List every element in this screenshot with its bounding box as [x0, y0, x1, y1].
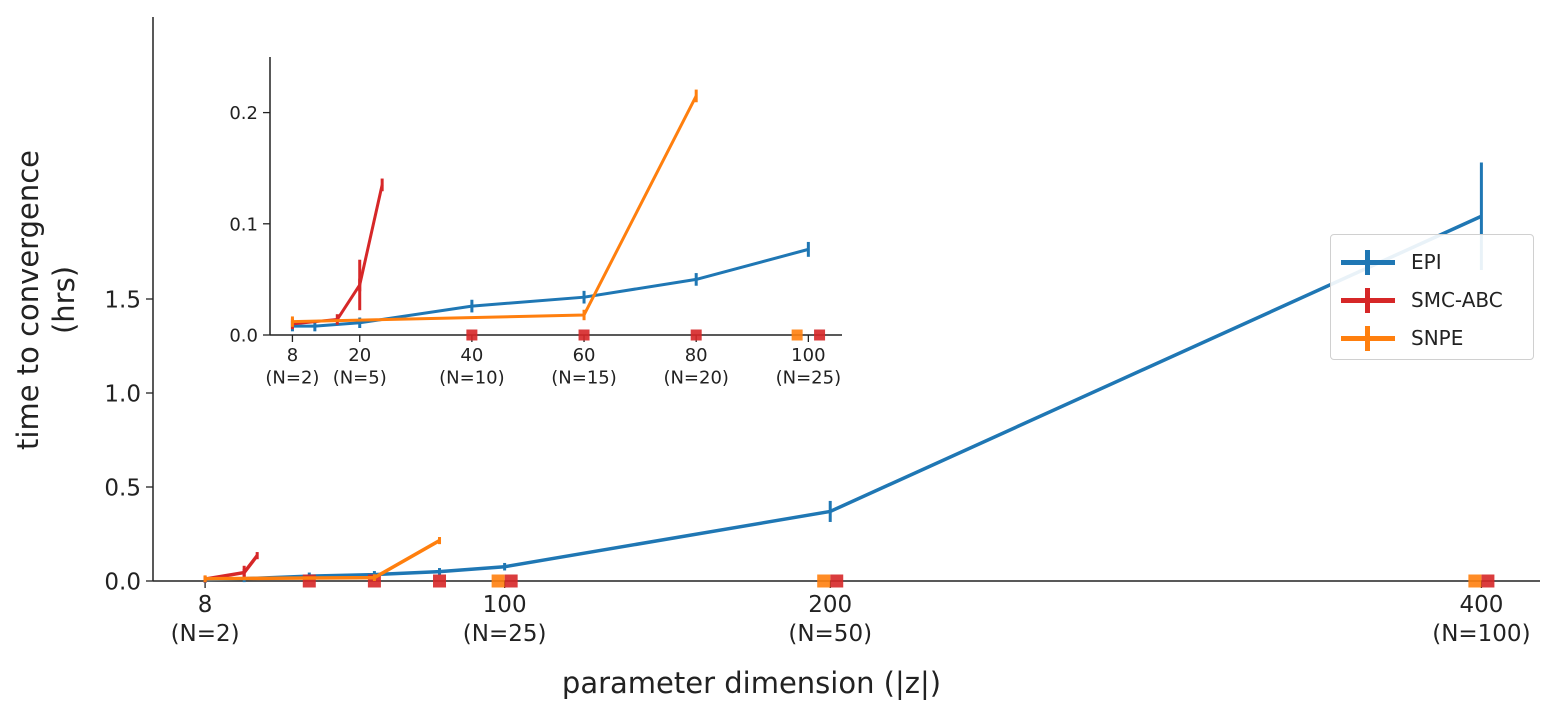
legend-swatch-epi: [1341, 250, 1395, 275]
inset-series-snpe: [290, 89, 803, 341]
main-x-tick-sublabel: (N=100): [1432, 621, 1530, 647]
main-y-tick-label: 0.5: [104, 475, 141, 501]
main-y-axis-label-line: time to convergence: [11, 150, 45, 450]
main-failure-marker-smc-abc: [830, 574, 844, 588]
panel-main: 0.00.51.01.58(N=2)100(N=25)200(N=50)400(…: [11, 17, 1540, 700]
legend-item-smc-abc: SMC-ABC: [1331, 285, 1533, 315]
inset-x-tick-sublabel: (N=10): [439, 367, 505, 388]
main-x-tick-label: 8: [198, 592, 213, 618]
inset-x-tick-sublabel: (N=5): [333, 367, 387, 388]
inset-x-tick-label: 20: [348, 345, 371, 366]
inset-failure-marker-smc-abc: [690, 329, 702, 341]
inset-y-tick-label: 0.0: [229, 325, 258, 346]
inset-y-tick-label: 0.1: [229, 214, 258, 235]
inset-x-tick-label: 100: [791, 345, 825, 366]
inset-failure-marker-smc-abc: [466, 329, 478, 341]
main-y-tick-label: 1.5: [104, 287, 141, 313]
inset-x-tick-sublabel: (N=15): [551, 367, 617, 388]
legend-label-smc-abc: SMC-ABC: [1411, 288, 1503, 312]
inset-failure-marker-snpe: [791, 329, 803, 341]
main-x-axis-label: parameter dimension (|z|): [562, 666, 941, 700]
inset-failure-marker-smc-abc: [578, 329, 590, 341]
main-y-axis-label: time to convergence(hrs): [11, 150, 81, 450]
main-failure-marker-smc-abc: [504, 574, 518, 588]
main-x-tick-label: 200: [808, 592, 852, 618]
inset-x-tick-label: 80: [685, 345, 708, 366]
legend-swatch-smc-abc: [1341, 288, 1395, 313]
legend-label-snpe: SNPE: [1411, 326, 1464, 350]
main-y-axis-label-line: (hrs): [47, 266, 81, 334]
inset-background: [270, 55, 844, 335]
main-y-tick-label: 0.0: [104, 569, 141, 595]
main-failure-marker-snpe: [817, 574, 831, 588]
inset-x-tick-sublabel: (N=2): [265, 367, 319, 388]
inset-y-tick-label: 0.2: [229, 103, 258, 124]
inset-x-tick-sublabel: (N=25): [776, 367, 842, 388]
main-series-smc-abc: [203, 552, 1495, 588]
main-x-tick-sublabel: (N=25): [463, 621, 547, 647]
main-failure-marker-smc-abc: [433, 574, 447, 588]
inset-x-tick-sublabel: (N=20): [663, 367, 729, 388]
main-failure-marker-smc-abc: [1481, 574, 1495, 588]
main-series-snpe: [203, 537, 1482, 588]
main-y-tick-label: 1.0: [104, 381, 141, 407]
legend-swatch-snpe: [1341, 326, 1395, 351]
inset-x-tick-label: 40: [460, 345, 483, 366]
main-x-tick-sublabel: (N=2): [171, 621, 240, 647]
legend-label-epi: EPI: [1411, 250, 1442, 274]
main-x-tick-label: 400: [1459, 592, 1503, 618]
inset-x-tick-label: 8: [287, 345, 298, 366]
inset-x-tick-label: 60: [573, 345, 596, 366]
inset-failure-marker-smc-abc: [814, 329, 826, 341]
main-line-smc-abc: [204, 554, 259, 581]
panel-inset: 0.0 0.1 0.2 8(N=2) 20(N=5) 40(N=10) 60(N=15) 80…: [229, 55, 844, 388]
main-x-tick-label: 100: [483, 592, 527, 618]
legend-item-snpe: SNPE: [1331, 323, 1533, 353]
main-failure-marker-snpe: [491, 574, 505, 588]
main-failure-marker-snpe: [1468, 574, 1482, 588]
legend-item-epi: EPI: [1331, 247, 1533, 277]
main-x-tick-sublabel: (N=50): [788, 621, 872, 647]
chart-legend: EPI SMC-ABC SNPE: [1330, 234, 1534, 360]
